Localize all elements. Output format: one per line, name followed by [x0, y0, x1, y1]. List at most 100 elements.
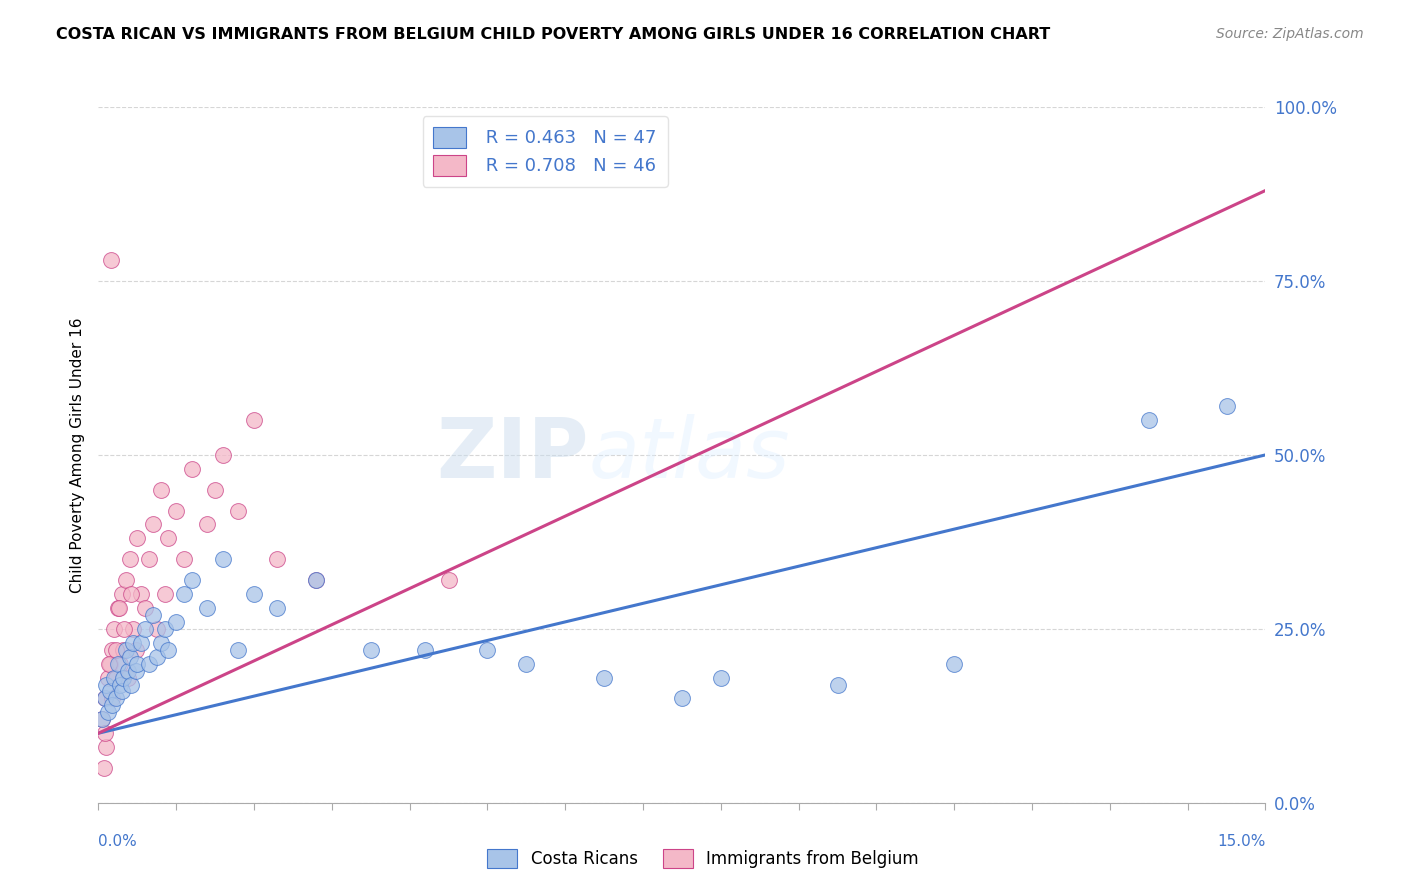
Point	[146, 622, 169, 636]
Point	[118, 649, 141, 664]
Point	[138, 552, 160, 566]
Point	[515, 657, 537, 671]
Point	[413, 642, 436, 657]
Legend:  R = 0.463   N = 47,  R = 0.708   N = 46: R = 0.463 N = 47, R = 0.708 N = 46	[423, 116, 668, 186]
Point	[149, 636, 172, 650]
Point	[195, 517, 218, 532]
Point	[437, 573, 460, 587]
Point	[91, 712, 114, 726]
Point	[142, 517, 165, 532]
Point	[120, 587, 142, 601]
Point	[477, 642, 499, 657]
Point	[100, 253, 122, 268]
Point	[228, 642, 250, 657]
Point	[94, 726, 117, 740]
Point	[153, 622, 176, 636]
Point	[112, 622, 135, 636]
Point	[108, 657, 131, 671]
Point	[165, 615, 187, 629]
Point	[97, 657, 120, 671]
Point	[91, 712, 114, 726]
Point	[96, 677, 118, 691]
Point	[125, 664, 148, 678]
Point	[266, 552, 288, 566]
Point	[180, 462, 202, 476]
Point	[111, 587, 134, 601]
Point	[243, 413, 266, 427]
Point	[228, 503, 250, 517]
Point	[93, 761, 115, 775]
Text: Source: ZipAtlas.com: Source: ZipAtlas.com	[1216, 27, 1364, 41]
Y-axis label: Child Poverty Among Girls Under 16: Child Poverty Among Girls Under 16	[69, 318, 84, 592]
Text: COSTA RICAN VS IMMIGRANTS FROM BELGIUM CHILD POVERTY AMONG GIRLS UNDER 16 CORREL: COSTA RICAN VS IMMIGRANTS FROM BELGIUM C…	[56, 27, 1050, 42]
Point	[96, 740, 118, 755]
Point	[134, 601, 156, 615]
Point	[112, 642, 135, 657]
Text: 15.0%: 15.0%	[1218, 834, 1265, 849]
Point	[153, 587, 176, 601]
Point	[101, 698, 124, 713]
Point	[157, 642, 180, 657]
Point	[108, 601, 131, 615]
Point	[129, 587, 152, 601]
Point	[943, 657, 966, 671]
Point	[100, 691, 122, 706]
Point	[114, 573, 136, 587]
Point	[98, 684, 121, 698]
Point	[173, 552, 195, 566]
Point	[112, 671, 135, 685]
Point	[1137, 413, 1160, 427]
Point	[710, 671, 733, 685]
Point	[195, 601, 218, 615]
Point	[107, 657, 129, 671]
Point	[122, 622, 145, 636]
Point	[127, 532, 149, 546]
Point	[149, 483, 172, 497]
Point	[157, 532, 180, 546]
Point	[360, 642, 382, 657]
Point	[127, 657, 149, 671]
Legend: Costa Ricans, Immigrants from Belgium: Costa Ricans, Immigrants from Belgium	[481, 842, 925, 875]
Point	[173, 587, 195, 601]
Point	[266, 601, 288, 615]
Point	[118, 552, 141, 566]
Point	[107, 601, 129, 615]
Point	[134, 622, 156, 636]
Point	[671, 691, 693, 706]
Point	[305, 573, 328, 587]
Point	[98, 657, 121, 671]
Point	[117, 664, 139, 678]
Text: ZIP: ZIP	[436, 415, 589, 495]
Point	[120, 677, 142, 691]
Point	[138, 657, 160, 671]
Point	[101, 642, 124, 657]
Point	[212, 552, 235, 566]
Text: atlas: atlas	[589, 415, 790, 495]
Point	[827, 677, 849, 691]
Point	[103, 622, 125, 636]
Point	[146, 649, 169, 664]
Text: 0.0%: 0.0%	[98, 834, 138, 849]
Point	[125, 642, 148, 657]
Point	[104, 671, 127, 685]
Point	[97, 671, 120, 685]
Point	[204, 483, 226, 497]
Point	[105, 642, 128, 657]
Point	[93, 691, 115, 706]
Point	[243, 587, 266, 601]
Point	[1215, 399, 1237, 413]
Point	[142, 607, 165, 622]
Point	[129, 636, 152, 650]
Point	[108, 677, 131, 691]
Point	[593, 671, 616, 685]
Point	[114, 642, 136, 657]
Point	[165, 503, 187, 517]
Point	[180, 573, 202, 587]
Point	[212, 448, 235, 462]
Point	[111, 684, 134, 698]
Point	[305, 573, 328, 587]
Point	[104, 691, 127, 706]
Point	[122, 636, 145, 650]
Point	[93, 691, 115, 706]
Point	[103, 671, 125, 685]
